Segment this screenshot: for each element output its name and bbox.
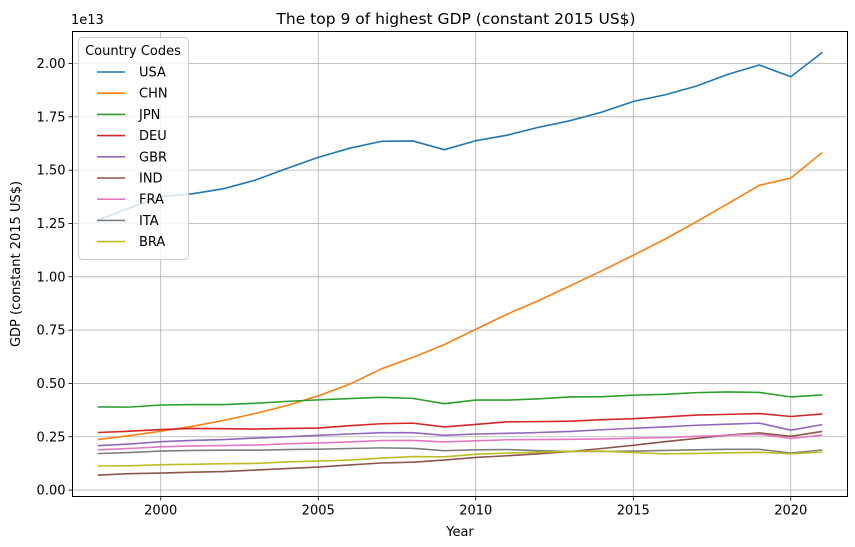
- series-line-chn: [97, 151, 823, 441]
- y-tick-label: 1.00: [37, 270, 66, 285]
- y-tick-label: 1.75: [37, 110, 66, 125]
- series-line-ind: [97, 430, 823, 476]
- legend-title: Country Codes: [85, 44, 181, 59]
- x-axis-label: Year: [445, 525, 474, 540]
- x-tick-label: 2010: [459, 504, 492, 519]
- y-scale-label: 1e13: [71, 13, 104, 28]
- legend-box: [78, 37, 189, 260]
- x-tick-label: 2000: [144, 504, 177, 519]
- legend-label-ind: IND: [139, 172, 163, 187]
- series-line-usa: [97, 51, 823, 222]
- y-axis-ticks: 0.00 0.25 0.50 0.75 1.00 1.25 1.50 1.75 2.00: [37, 57, 73, 499]
- grid-lines: [72, 31, 848, 497]
- legend-label-usa: USA: [139, 66, 166, 81]
- y-tick-label: 2.00: [37, 57, 66, 72]
- y-axis-label: GDP (constant 2015 US$): [9, 181, 24, 347]
- x-tick-label: 2020: [774, 504, 807, 519]
- y-tick-label: 0.75: [37, 324, 66, 339]
- legend-label-fra: FRA: [139, 193, 164, 208]
- series-line-jpn: [97, 391, 823, 408]
- series-lines: [97, 51, 823, 476]
- legend: Country Codes USA CHN JPN DEU GBR IND FRA ITA BR…: [78, 37, 189, 260]
- y-tick-label: 1.25: [37, 217, 66, 232]
- y-tick-label: 1.50: [37, 164, 66, 179]
- plot-frame: [72, 31, 848, 497]
- x-tick-label: 2015: [617, 504, 650, 519]
- series-line-fra: [97, 433, 823, 451]
- y-tick-label: 0.50: [37, 377, 66, 392]
- y-tick-label: 0.25: [37, 430, 66, 445]
- legend-label-deu: DEU: [139, 129, 167, 144]
- legend-label-gbr: GBR: [139, 150, 167, 165]
- legend-label-chn: CHN: [139, 87, 168, 102]
- x-tick-label: 2005: [302, 504, 335, 519]
- legend-label-bra: BRA: [139, 235, 165, 250]
- series-line-gbr: [97, 422, 823, 447]
- series-line-deu: [97, 412, 823, 434]
- chart-title: The top 9 of highest GDP (constant 2015 …: [275, 10, 635, 28]
- legend-label-ita: ITA: [139, 214, 159, 229]
- series-line-ita: [97, 447, 823, 455]
- y-tick-label: 0.00: [37, 484, 66, 499]
- legend-label-jpn: JPN: [138, 108, 160, 123]
- x-axis-ticks: 2000 2005 2010 2015 2020: [144, 496, 807, 519]
- series-line-bra: [97, 450, 823, 467]
